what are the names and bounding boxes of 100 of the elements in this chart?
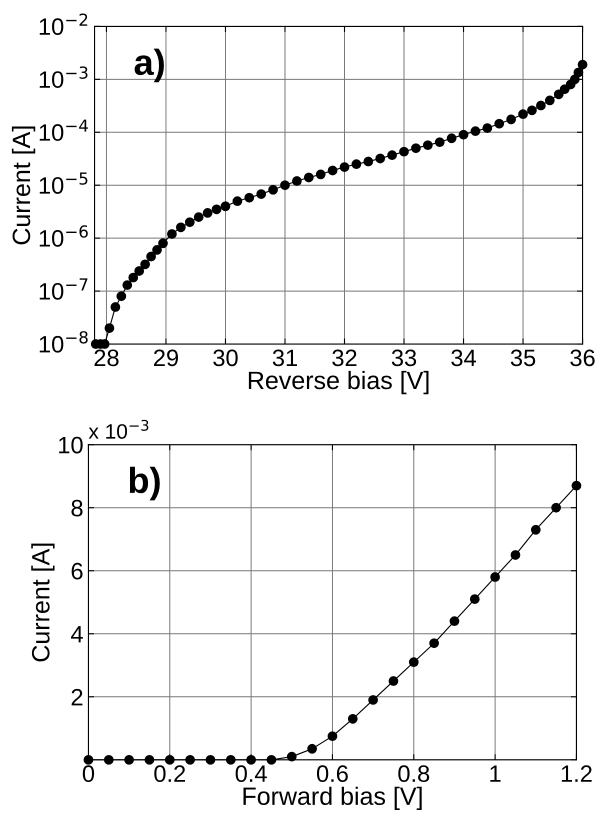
point <box>530 524 541 535</box>
point <box>256 189 266 199</box>
point <box>176 222 186 232</box>
point <box>206 754 216 765</box>
point <box>268 184 278 195</box>
x-tick-label: 0.4 <box>236 765 267 782</box>
x-tick-label: 0.2 <box>154 765 186 782</box>
point <box>482 123 492 133</box>
point <box>429 638 439 648</box>
point <box>527 105 537 116</box>
y-tick-label: 10$^{−5}$ <box>40 172 88 194</box>
point <box>375 154 386 164</box>
point <box>506 114 516 124</box>
point <box>411 143 421 154</box>
point <box>450 616 460 626</box>
point <box>185 754 195 765</box>
y-axis-title: Current [A] <box>12 126 36 244</box>
point <box>140 259 150 270</box>
y-tick-label: 2 <box>72 688 82 706</box>
point <box>244 192 254 203</box>
point <box>352 159 362 170</box>
point <box>104 754 114 765</box>
point <box>232 196 242 206</box>
point <box>104 323 114 333</box>
point <box>316 170 326 180</box>
point <box>510 550 520 560</box>
point <box>286 752 297 762</box>
point <box>574 68 584 78</box>
x-axis-title: Forward bias [V] <box>244 786 422 810</box>
point <box>202 208 212 218</box>
x-tick-label: 34 <box>451 350 476 366</box>
x-tick-label: 0.8 <box>398 765 430 782</box>
point <box>292 176 302 186</box>
point <box>280 180 290 190</box>
x-tick-label: 1.2 <box>562 765 592 782</box>
point <box>458 130 468 140</box>
point <box>307 744 317 754</box>
x-tick-label: 0.6 <box>316 765 348 782</box>
y-tick-label: 10 <box>59 436 83 454</box>
point <box>266 754 276 765</box>
x-tick-label: 33 <box>392 350 416 366</box>
point <box>578 60 588 70</box>
y-tick-label: 10$^{−3}$ <box>40 66 88 88</box>
point <box>167 229 177 239</box>
point <box>328 166 338 176</box>
point <box>399 146 409 157</box>
point <box>388 676 398 686</box>
point <box>158 238 168 248</box>
point <box>146 252 156 262</box>
x-tick-label: 0 <box>82 765 94 782</box>
point <box>422 140 433 150</box>
x-tick-label: 30 <box>213 350 238 366</box>
point <box>246 754 256 765</box>
point <box>408 657 419 667</box>
y-tick-label: 10$^{−7}$ <box>40 278 88 300</box>
point <box>184 217 195 228</box>
point <box>212 204 222 214</box>
point <box>226 754 236 765</box>
point <box>328 731 338 742</box>
point <box>110 302 120 312</box>
point <box>128 272 138 282</box>
point <box>494 118 504 129</box>
point <box>194 212 204 222</box>
point <box>122 280 132 290</box>
annotation: b) <box>130 466 160 500</box>
point <box>544 96 555 106</box>
x-tick-label: 36 <box>570 350 595 366</box>
point <box>572 480 582 491</box>
point <box>116 291 126 302</box>
point <box>348 714 358 724</box>
x-tick-label: 1 <box>490 766 501 782</box>
point <box>152 245 162 255</box>
point <box>124 754 134 765</box>
point <box>490 572 500 582</box>
point <box>470 126 480 136</box>
annotation: a) <box>134 48 164 82</box>
x-tick-label: 28 <box>94 350 119 366</box>
point <box>387 150 397 160</box>
text: x 10$^{−3}$ <box>88 420 148 439</box>
point <box>340 162 350 172</box>
point <box>446 133 456 144</box>
point <box>518 109 528 120</box>
y-axis-title: Current [A] <box>31 544 55 662</box>
point <box>220 201 230 212</box>
y-tick-label: 10$^{−6}$ <box>40 225 88 247</box>
point <box>554 90 564 100</box>
point <box>363 156 374 166</box>
y-tick-label: 10$^{−8}$ <box>40 331 88 353</box>
point <box>434 137 445 148</box>
point <box>368 695 378 705</box>
y-tick-label: 6 <box>72 562 83 580</box>
y-tick-label: 10$^{−2}$ <box>40 13 88 36</box>
x-axis-title: Reverse bias [V] <box>248 370 428 394</box>
x-tick-label: 35 <box>510 350 536 366</box>
point <box>536 100 546 110</box>
y-tick-label: 4 <box>71 626 83 642</box>
x-tick-label: 31 <box>272 350 297 366</box>
point <box>304 172 314 182</box>
point <box>551 502 561 513</box>
y-tick-label: 10$^{−4}$ <box>40 120 88 141</box>
